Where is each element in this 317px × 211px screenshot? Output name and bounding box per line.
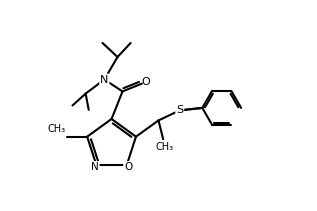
Text: N: N: [91, 162, 99, 172]
Text: N: N: [100, 74, 108, 85]
Text: CH₃: CH₃: [47, 124, 65, 134]
Text: O: O: [141, 77, 150, 87]
Text: S: S: [176, 106, 183, 115]
Text: CH₃: CH₃: [156, 142, 174, 152]
Text: O: O: [124, 162, 132, 172]
